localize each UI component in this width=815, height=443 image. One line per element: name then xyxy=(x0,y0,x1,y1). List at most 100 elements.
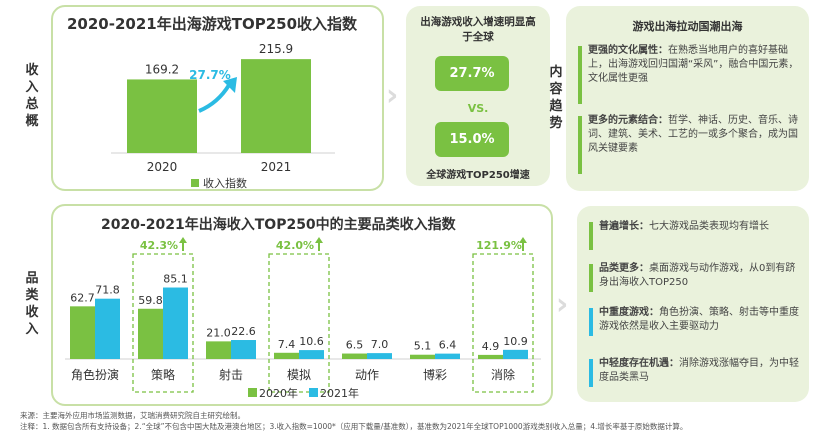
trend-side-label: 内容趋势 xyxy=(549,65,563,131)
data-label: 22.6 xyxy=(231,325,256,338)
trend-bullet-1 xyxy=(578,46,582,104)
trend-panel: 游戏出海拉动国潮出海 更强的文化属性：在熟悉当地用户的喜好基础上，出海游戏回归国… xyxy=(566,6,809,191)
insight-item-bold: 中轻度存在机遇： xyxy=(599,358,679,369)
legend-swatch-2020 xyxy=(248,388,257,397)
insight-item: 中重度游戏：角色扮演、策略、射击等中重度游戏依然是收入主要驱动力 xyxy=(599,306,799,334)
data-label: 10.6 xyxy=(299,335,324,348)
growth-label: 42.0% xyxy=(276,239,314,252)
trend-bullet-2 xyxy=(578,116,582,174)
insight-item-text: 桌面游戏与动作游戏，从0到有跻身出海收入TOP250 xyxy=(599,263,796,288)
bar-2021 xyxy=(367,353,392,359)
bar xyxy=(127,79,197,153)
insight-item-text: 七大游戏品类表现均有增长 xyxy=(649,221,769,232)
category-label: 消除 xyxy=(491,367,515,382)
growth-arrow-head xyxy=(223,77,237,93)
footnote: 注释：1. 数据包含所有支持设备；2.“全球”不包含中国大陆及港澳台地区；3.收… xyxy=(20,422,688,431)
bar-2020 xyxy=(70,306,95,359)
highlight-box xyxy=(268,253,330,393)
top-chart-svg: 169.2 2020 215.9 2021 27.7% 收入指数 xyxy=(111,42,335,189)
trend-item-1-bold: 更强的文化属性： xyxy=(588,45,668,56)
top-chart-title: 2020-2021年出海游戏TOP250收入指数 xyxy=(67,15,358,33)
bar-2021 xyxy=(95,298,120,359)
legend-label-2021: 2021年 xyxy=(320,386,359,400)
growth-arrow-head xyxy=(315,237,323,243)
trend-heading: 游戏出海拉动国潮出海 xyxy=(632,20,743,33)
category-insights-panel: 普遍增长：七大游戏品类表现均有增长 品类更多：桌面游戏与动作游戏，从0到有跻身出海… xyxy=(577,206,809,402)
insight-bullet xyxy=(589,359,593,387)
trend-item-2-text: 哲学、神话、历史、音乐、诗词、建筑、美术、工艺的一或多个聚合，成为国风关键要素 xyxy=(588,115,798,154)
category-side-label: 品类收入 xyxy=(25,271,39,337)
chevron-right-icon: › xyxy=(556,287,569,322)
data-label: 6.4 xyxy=(439,339,457,352)
highlight-box xyxy=(472,253,534,393)
insight-item: 品类更多：桌面游戏与动作游戏，从0到有跻身出海收入TOP250 xyxy=(599,262,799,290)
insight-item-text: 角色扮演、策略、射击等中重度游戏依然是收入主要驱动力 xyxy=(599,307,799,332)
bar-2020 xyxy=(138,308,163,359)
growth-label: 42.3% xyxy=(140,239,178,252)
data-label: 59.8 xyxy=(138,294,163,307)
category-label: 2021 xyxy=(261,160,292,174)
data-label: 6.5 xyxy=(346,339,364,352)
growth-arrow-head xyxy=(179,237,187,243)
source-note: 来源：主要海外应用市场监测数据，艾瑞消费研究院自主研究绘制。 xyxy=(20,411,245,420)
insight-bullet xyxy=(589,264,593,292)
bar-2021 xyxy=(163,287,188,359)
trend-item-2-bold: 更多的元素结合： xyxy=(588,115,668,126)
bar-2020 xyxy=(274,352,299,359)
insight-item-bold: 品类更多： xyxy=(599,263,649,274)
bar-2020 xyxy=(206,341,231,359)
insight-bullet xyxy=(589,308,593,336)
bar xyxy=(241,59,311,154)
bar-2021 xyxy=(231,340,256,359)
growth-arrow-head xyxy=(519,237,527,243)
category-label: 角色扮演 xyxy=(71,367,119,382)
compare-heading: 出海游戏收入增速明显高于全球 xyxy=(420,16,536,43)
insight-item-bold: 中重度游戏： xyxy=(599,307,659,318)
bar-2020 xyxy=(342,353,367,359)
data-label: 21.0 xyxy=(206,326,231,339)
category-label: 射击 xyxy=(219,367,243,382)
data-label: 169.2 xyxy=(145,62,179,76)
category-label: 策略 xyxy=(151,367,175,382)
trend-item-1: 更强的文化属性：在熟悉当地用户的喜好基础上，出海游戏回归国潮“采风”，融合中国元… xyxy=(588,44,800,86)
category-label: 2020 xyxy=(147,160,178,174)
category-label: 博彩 xyxy=(423,367,447,382)
data-label: 71.8 xyxy=(95,284,120,297)
legend-label: 收入指数 xyxy=(203,176,247,189)
trend-item-2: 更多的元素结合：哲学、神话、历史、音乐、诗词、建筑、美术、工艺的一或多个聚合，成… xyxy=(588,114,800,156)
insight-item: 中轻度存在机遇：消除游戏涨幅夺目，为中轻度品类黑马 xyxy=(599,357,799,385)
legend-swatch xyxy=(191,179,199,187)
category-label: 动作 xyxy=(355,368,379,382)
category-label: 模拟 xyxy=(287,368,311,382)
legend-swatch-2021 xyxy=(309,388,318,397)
bar-2020 xyxy=(410,354,435,359)
vs-label: VS. xyxy=(467,102,489,115)
growth-arrow-line xyxy=(198,83,231,113)
data-label: 7.0 xyxy=(371,338,389,351)
data-label: 7.4 xyxy=(278,338,296,351)
insight-item-bold: 普遍增长： xyxy=(599,221,649,232)
growth-label: 27.7% xyxy=(189,68,231,82)
highlight-box xyxy=(132,253,194,393)
global-growth-box: 15.0% xyxy=(435,122,509,157)
data-label: 215.9 xyxy=(259,42,293,56)
trend-item-1-text: 在熟悉当地用户的喜好基础上，出海游戏回归国潮“采风”，融合中国元素，文化属性更强 xyxy=(588,45,799,84)
bottom-chart-title: 2020-2021年出海收入TOP250中的主要品类收入指数 xyxy=(101,217,456,233)
bottom-chart-panel: 2020-2021年出海收入TOP250中的主要品类收入指数 62.7 71.8 角… xyxy=(51,204,553,406)
compare-footer: 全球游戏TOP250增速 xyxy=(426,170,530,181)
insight-item-text: 消除游戏涨幅夺目，为中轻度品类黑马 xyxy=(599,358,799,383)
data-label: 62.7 xyxy=(70,291,95,304)
data-label: 4.9 xyxy=(482,340,500,353)
bar-2020 xyxy=(478,354,503,359)
data-label: 5.1 xyxy=(414,340,432,353)
growth-compare-panel: 出海游戏收入增速明显高于全球 27.7% VS. 15.0% 全球游戏TOP25… xyxy=(406,6,550,186)
chevron-right-icon: › xyxy=(386,78,399,113)
insight-bullet xyxy=(589,222,593,250)
growth-label: 121.9% xyxy=(476,239,522,252)
outbound-growth-box: 27.7% xyxy=(435,56,509,91)
bar-2021 xyxy=(299,350,324,359)
insight-item: 普遍增长：七大游戏品类表现均有增长 xyxy=(599,220,799,234)
bar-2021 xyxy=(435,353,460,359)
legend-label-2020: 2020年 xyxy=(259,386,298,400)
top-chart-panel: 2020-2021年出海游戏TOP250收入指数 169.2 2020 215.9 2… xyxy=(51,5,384,191)
